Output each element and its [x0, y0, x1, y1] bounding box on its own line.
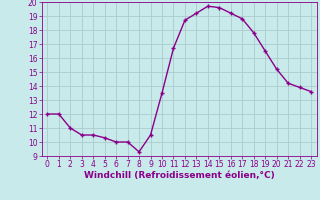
- X-axis label: Windchill (Refroidissement éolien,°C): Windchill (Refroidissement éolien,°C): [84, 171, 275, 180]
